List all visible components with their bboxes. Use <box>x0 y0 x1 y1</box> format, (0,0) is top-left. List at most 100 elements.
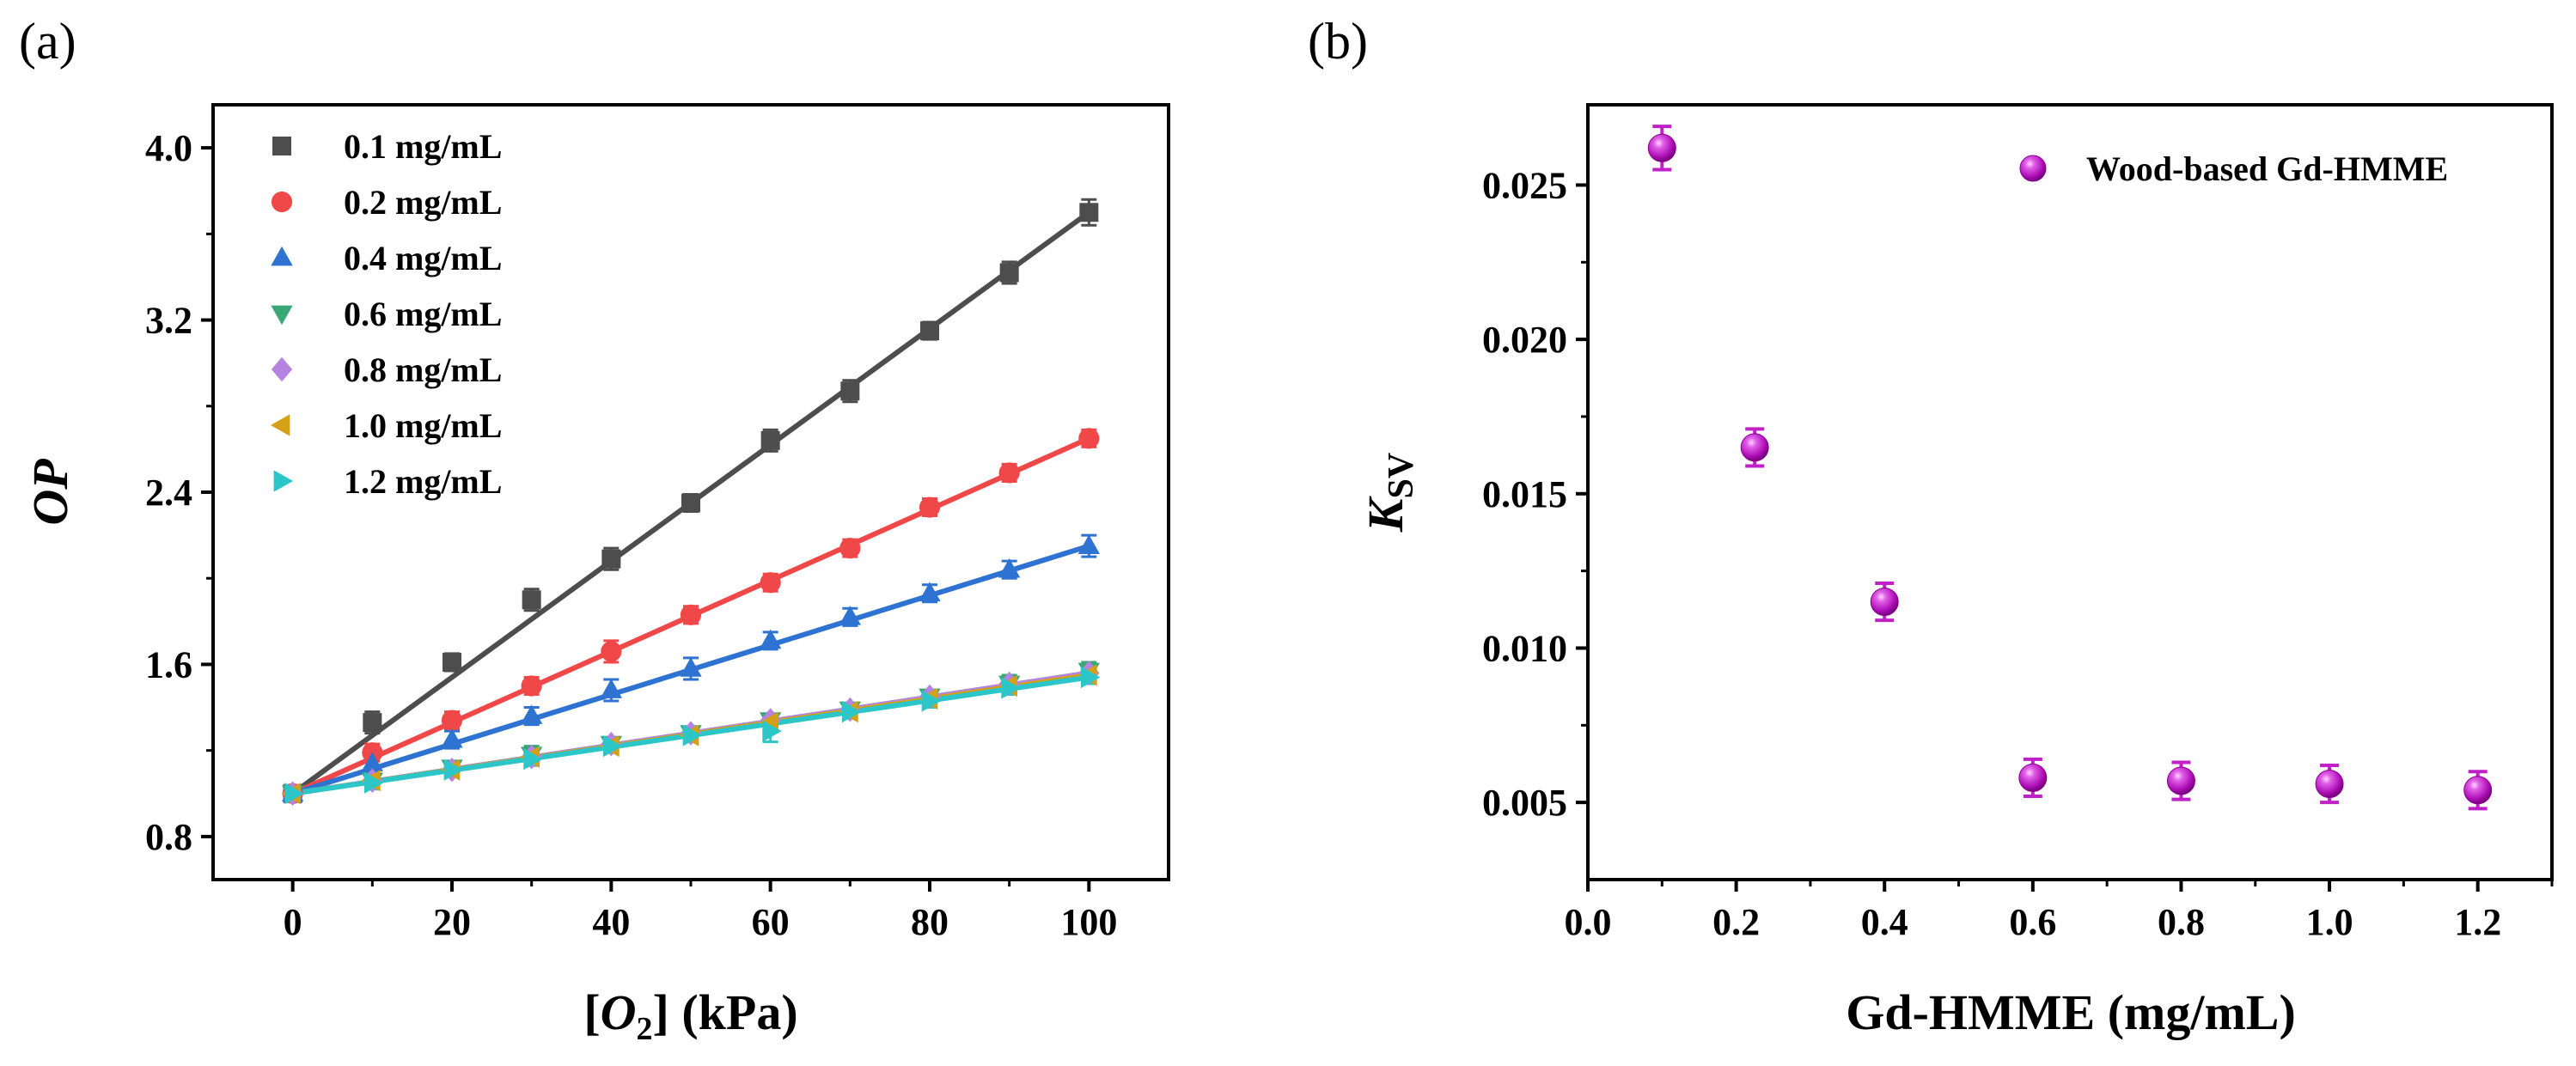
legend-marker <box>271 191 293 213</box>
legend-label: 0.8 mg/mL <box>344 350 502 389</box>
legend-marker <box>270 414 290 436</box>
data-point <box>998 462 1020 484</box>
data-point <box>1740 433 1769 462</box>
data-point <box>441 728 463 748</box>
data-point <box>680 604 702 625</box>
y-tick-label: 4.0 <box>145 127 192 169</box>
data-point <box>284 783 304 805</box>
data-point <box>601 641 622 662</box>
panel-label-a: (a) <box>19 13 76 70</box>
legend-label: 0.4 mg/mL <box>344 239 502 277</box>
data-point <box>1077 534 1100 554</box>
data-point <box>841 700 862 723</box>
data-point <box>522 590 541 610</box>
data-point <box>521 675 542 697</box>
data-point <box>1001 677 1021 699</box>
legend-marker <box>271 356 293 382</box>
data-point <box>682 724 703 746</box>
data-point <box>919 496 941 518</box>
data-point <box>1079 203 1099 222</box>
y-tick-label: 0.005 <box>1482 782 1567 824</box>
legend-b: Wood-based Gd-HMME <box>2019 149 2448 188</box>
data-point <box>361 752 383 772</box>
data-point <box>921 690 942 712</box>
data-point <box>363 713 382 733</box>
data-point <box>762 720 782 742</box>
chart-panel-b: 0.0 0.2 0.4 0.6 0.8 1.0 1.2 0.005 0.010 0.015 0.02… <box>1358 103 2554 1040</box>
x-axis-title-b: Gd-HMME (mg/mL) <box>1846 984 2296 1040</box>
y-tick-label: 1.6 <box>145 643 192 685</box>
x-tick-label: 40 <box>592 901 630 943</box>
data-point <box>521 704 543 724</box>
legend-marker <box>271 246 293 266</box>
y-tick-label: 0.025 <box>1482 164 1567 206</box>
y-tick-label: 3.2 <box>145 300 192 342</box>
legend-a: 0.1 mg/mL 0.2 mg/mL 0.4 mg/mL 0.6 mg/mL 0.8 … <box>270 127 502 501</box>
plot-frame-b <box>1586 103 2554 881</box>
legend-label: 1.2 mg/mL <box>344 462 502 501</box>
x-tick-label: 0 <box>284 901 302 943</box>
legend-marker <box>273 470 294 492</box>
legend-marker <box>272 137 291 155</box>
x-tick-label: 0.4 <box>1861 901 1908 943</box>
y-tick-label: 0.8 <box>145 816 192 858</box>
y-tick-label: 0.015 <box>1482 473 1567 515</box>
x-tick-label: 0.0 <box>1565 901 1612 943</box>
legend-marker <box>271 305 293 326</box>
x-tick-label: 1.2 <box>2454 901 2501 943</box>
data-point <box>919 582 941 602</box>
legend-label: 0.1 mg/mL <box>344 127 502 166</box>
y-tick-label: 0.020 <box>1482 319 1567 361</box>
y-tick-label: 2.4 <box>145 472 192 514</box>
data-point <box>601 549 621 569</box>
x-tick-label: 1.0 <box>2306 901 2353 943</box>
data-point <box>523 748 543 771</box>
x-tick-label: 0.8 <box>2158 901 2205 943</box>
x-tick-label: 0.6 <box>2009 901 2056 943</box>
x-tick-label: 80 <box>911 901 949 943</box>
x-axis-title-a: [O2] (kPa) <box>583 984 797 1047</box>
data-point <box>760 629 782 649</box>
x-tick-label: 60 <box>752 901 790 943</box>
legend-label: 1.0 mg/mL <box>344 406 502 445</box>
data-point <box>1647 133 1676 162</box>
y-tick-label: 0.010 <box>1482 627 1567 669</box>
data-point <box>680 657 702 677</box>
data-point <box>441 710 463 731</box>
legend-marker <box>2019 155 2047 182</box>
x-tick-label: 0.2 <box>1712 901 1760 943</box>
data-point <box>2315 770 2344 799</box>
legend-label: 0.6 mg/mL <box>344 295 502 333</box>
data-point <box>840 381 860 401</box>
data-markers-b <box>1647 133 2493 805</box>
data-point <box>998 558 1021 578</box>
data-markers-a <box>281 203 1101 807</box>
data-point <box>2166 766 2195 795</box>
data-point <box>2018 763 2048 792</box>
x-tick-label: 100 <box>1060 901 1117 943</box>
data-point <box>443 652 461 672</box>
x-tick-label: 20 <box>433 901 471 943</box>
data-point <box>443 758 464 781</box>
legend-label: Wood-based Gd-HMME <box>2086 149 2448 188</box>
data-point <box>2463 776 2493 805</box>
data-point <box>1078 428 1100 449</box>
legend-label: 0.2 mg/mL <box>344 183 502 222</box>
y-axis-title-a: OP <box>22 459 78 526</box>
data-point <box>1080 666 1101 689</box>
data-point <box>839 538 861 559</box>
panel-label-b: (b) <box>1308 13 1368 70</box>
data-point <box>602 735 623 758</box>
data-point <box>363 771 384 794</box>
data-point <box>839 606 861 625</box>
data-point <box>760 430 780 450</box>
y-axis-title-b: KSV <box>1358 453 1421 533</box>
data-point <box>999 263 1019 283</box>
data-point <box>1870 588 1899 617</box>
axis-ticks-a: 0 20 40 60 80 100 0.8 1.6 2.4 3.2 4.0 <box>145 127 1117 943</box>
chart-panel-a: 0 20 40 60 80 100 0.8 1.6 2.4 3.2 4.0 0.1 mg/mL 0.2… <box>22 103 1170 1047</box>
axis-ticks-b: 0.0 0.2 0.4 0.6 0.8 1.0 1.2 0.005 0.010 0.015 0.02… <box>1482 164 2554 943</box>
data-point <box>600 679 622 698</box>
data-point <box>920 321 939 341</box>
